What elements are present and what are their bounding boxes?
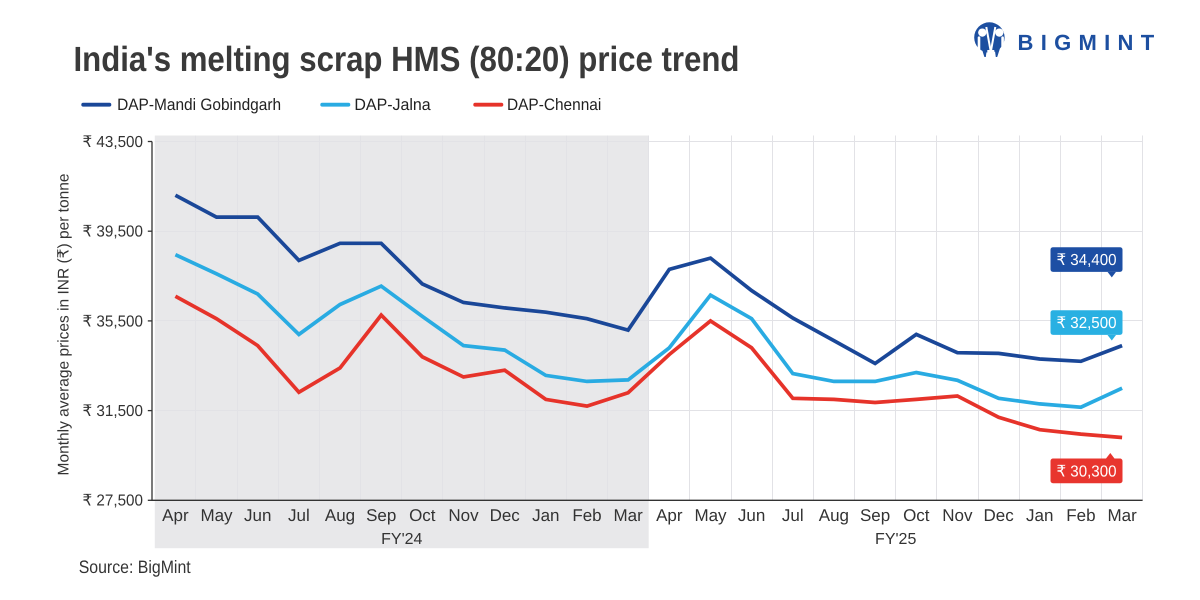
svg-text:₹ 32,500: ₹ 32,500 bbox=[1057, 315, 1117, 332]
svg-text:₹ 31,500: ₹ 31,500 bbox=[83, 403, 144, 420]
svg-text:Jan: Jan bbox=[532, 506, 559, 525]
svg-text:DAP-Chennai: DAP-Chennai bbox=[507, 96, 601, 114]
svg-text:Jan: Jan bbox=[1026, 506, 1053, 525]
svg-text:Nov: Nov bbox=[942, 506, 973, 525]
svg-text:Source: BigMint: Source: BigMint bbox=[79, 557, 191, 577]
svg-text:BIGMINT: BIGMINT bbox=[1018, 30, 1162, 55]
svg-text:Jun: Jun bbox=[738, 506, 765, 525]
svg-text:₹ 34,400: ₹ 34,400 bbox=[1057, 252, 1117, 269]
svg-text:FY'24: FY'24 bbox=[381, 531, 422, 548]
svg-text:Mar: Mar bbox=[1107, 506, 1137, 525]
svg-text:₹ 35,500: ₹ 35,500 bbox=[83, 313, 144, 330]
svg-text:Oct: Oct bbox=[409, 506, 436, 525]
svg-text:Dec: Dec bbox=[490, 506, 521, 525]
svg-text:Monthly average prices in INR: Monthly average prices in INR (₹) per to… bbox=[56, 174, 73, 476]
svg-text:India's melting scrap HMS (80:: India's melting scrap HMS (80:20) price … bbox=[74, 40, 740, 79]
svg-text:₹ 27,500: ₹ 27,500 bbox=[83, 493, 144, 510]
svg-text:Sep: Sep bbox=[366, 506, 396, 525]
svg-text:₹ 30,300: ₹ 30,300 bbox=[1057, 463, 1117, 480]
svg-text:Sep: Sep bbox=[860, 506, 890, 525]
svg-text:Feb: Feb bbox=[572, 506, 601, 525]
svg-text:Feb: Feb bbox=[1066, 506, 1095, 525]
svg-text:Dec: Dec bbox=[983, 506, 1014, 525]
svg-text:FY'25: FY'25 bbox=[875, 531, 916, 548]
svg-text:Jun: Jun bbox=[244, 506, 271, 525]
svg-text:Apr: Apr bbox=[656, 506, 683, 525]
svg-text:Oct: Oct bbox=[903, 506, 930, 525]
svg-text:₹ 43,500: ₹ 43,500 bbox=[83, 134, 144, 151]
svg-text:Nov: Nov bbox=[448, 506, 479, 525]
svg-text:Jul: Jul bbox=[288, 506, 310, 525]
svg-text:DAP-Mandi Gobindgarh: DAP-Mandi Gobindgarh bbox=[117, 96, 281, 114]
svg-text:DAP-Jalna: DAP-Jalna bbox=[354, 96, 431, 114]
svg-text:Apr: Apr bbox=[162, 506, 189, 525]
svg-text:May: May bbox=[200, 506, 233, 525]
svg-text:Mar: Mar bbox=[613, 506, 643, 525]
svg-text:Aug: Aug bbox=[819, 506, 849, 525]
svg-text:Jul: Jul bbox=[782, 506, 804, 525]
svg-text:₹ 39,500: ₹ 39,500 bbox=[83, 224, 144, 241]
svg-text:Aug: Aug bbox=[325, 506, 355, 525]
svg-text:May: May bbox=[694, 506, 727, 525]
